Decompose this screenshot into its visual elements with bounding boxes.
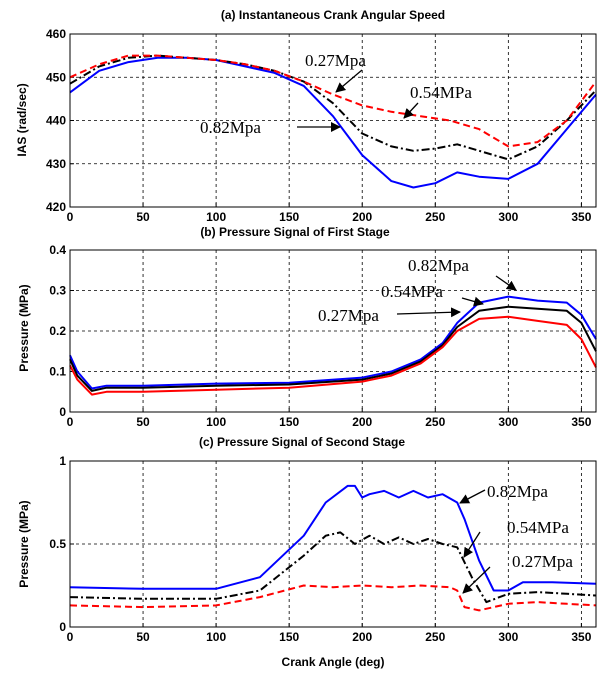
panel-b-ticklabels: 0 50 100 150 200 250 300 350 0 0.1 0.2 0.3 0.4 <box>49 243 591 429</box>
y-tick-label: 0 <box>59 405 66 419</box>
panel-c-annotations: 0.82Mpa 0.54MPa 0.27Mpa <box>459 482 573 594</box>
panel-c-xlabel: Crank Angle (deg) <box>282 655 385 669</box>
series-line-0-54mpa <box>69 54 597 161</box>
annotation-2-82mpa: 0.82Mpa <box>487 482 548 501</box>
panel-c-series <box>69 484 597 612</box>
annotation-1-27mpa-arrow <box>396 307 461 318</box>
series-line-0-54mpa <box>69 305 597 392</box>
panel-c-ylabel: Pressure (MPa) <box>17 500 31 587</box>
y-tick-label: 420 <box>46 200 66 214</box>
annotation-1-54mpa: 0.54MPa <box>381 282 443 301</box>
annotation-0-54mpa: 0.54MPa <box>410 83 472 102</box>
panel-a-title: (a) Instantaneous Crank Angular Speed <box>221 8 445 22</box>
x-tick-label: 0 <box>67 415 74 429</box>
x-tick-label: 200 <box>352 630 372 644</box>
x-tick-label: 250 <box>425 630 445 644</box>
annotation-1-82mpa-arrow <box>495 275 517 291</box>
panel-c-axes-frame <box>69 460 597 628</box>
panel-b-series <box>69 295 597 396</box>
panel-b: (b) Pressure Signal of First Stage Press… <box>17 225 597 429</box>
panel-c-title: (c) Pressure Signal of Second Stage <box>199 435 405 449</box>
y-tick-label: 460 <box>46 27 66 41</box>
x-tick-label: 350 <box>571 210 591 224</box>
series-line-0-27mpa <box>69 54 597 148</box>
y-tick-label: 0 <box>59 620 66 634</box>
x-tick-label: 100 <box>206 210 226 224</box>
x-tick-label: 250 <box>425 210 445 224</box>
y-tick-label: 0.3 <box>49 284 66 298</box>
panel-a: (a) Instantaneous Crank Angular Speed IA… <box>15 8 597 224</box>
series-line-0-54mpa <box>69 531 597 604</box>
panel-a-series <box>69 54 597 189</box>
x-tick-label: 50 <box>136 415 150 429</box>
y-tick-label: 450 <box>46 70 66 84</box>
panel-a-ylabel: IAS (rad/sec) <box>15 83 29 156</box>
series-line-0-27mpa <box>69 315 597 396</box>
y-tick-label: 430 <box>46 157 66 171</box>
panel-a-annotations: 0.27Mpa 0.54MPa 0.82Mpa <box>200 51 472 137</box>
x-tick-label: 250 <box>425 415 445 429</box>
series-line-0-82mpa <box>69 295 597 390</box>
x-tick-label: 150 <box>279 210 299 224</box>
panel-c: (c) Pressure Signal of Second Stage Pres… <box>17 435 597 669</box>
x-tick-label: 350 <box>571 630 591 644</box>
annotation-2-82mpa-arrow <box>459 489 486 504</box>
annotation-2-54mpa-arrow <box>463 531 481 558</box>
y-tick-label: 0.1 <box>49 365 66 379</box>
annotation-2-54mpa: 0.54MPa <box>507 518 569 537</box>
x-tick-label: 300 <box>498 630 518 644</box>
annotation-0-54mpa-arrow <box>403 102 419 119</box>
series-line-0-27mpa <box>69 584 597 612</box>
x-tick-label: 0 <box>67 630 74 644</box>
x-tick-label: 100 <box>206 630 226 644</box>
annotation-1-27mpa: 0.27Mpa <box>318 306 379 325</box>
y-tick-label: 440 <box>46 114 66 128</box>
annotation-2-27mpa: 0.27Mpa <box>512 552 573 571</box>
panel-a-ticklabels: 0 50 100 150 200 250 300 350 420 430 440 450 460 <box>46 27 592 224</box>
x-tick-label: 50 <box>136 630 150 644</box>
x-tick-label: 200 <box>352 210 372 224</box>
x-tick-label: 300 <box>498 415 518 429</box>
x-tick-label: 150 <box>279 415 299 429</box>
annotation-2-27mpa-arrow <box>462 566 491 594</box>
series-line-0-82mpa <box>69 56 597 189</box>
panel-a-axes-frame <box>69 33 597 208</box>
annotation-1-54mpa-arrow <box>461 296 484 307</box>
y-tick-label: 1 <box>59 454 66 468</box>
panel-c-ticklabels: 0 50 100 150 200 250 300 350 0 0.5 1 <box>49 454 591 644</box>
series-line-0-82mpa <box>69 484 597 592</box>
x-tick-label: 300 <box>498 210 518 224</box>
annotation-1-82mpa: 0.82Mpa <box>408 256 469 275</box>
x-tick-label: 0 <box>67 210 74 224</box>
x-tick-label: 200 <box>352 415 372 429</box>
annotation-0-27mpa-arrow <box>335 69 363 93</box>
panel-b-title: (b) Pressure Signal of First Stage <box>200 225 390 239</box>
x-tick-label: 150 <box>279 630 299 644</box>
y-tick-label: 0.2 <box>49 324 66 338</box>
y-tick-label: 0.5 <box>49 537 66 551</box>
panel-b-annotations: 0.82Mpa 0.54MPa 0.27Mpa <box>318 256 517 325</box>
x-tick-label: 100 <box>206 415 226 429</box>
x-tick-label: 50 <box>136 210 150 224</box>
x-tick-label: 350 <box>571 415 591 429</box>
annotation-0-82mpa: 0.82Mpa <box>200 118 261 137</box>
y-tick-label: 0.4 <box>49 243 66 257</box>
annotation-0-27mpa: 0.27Mpa <box>305 51 366 70</box>
panel-b-ylabel: Pressure (MPa) <box>17 284 31 371</box>
panel-b-axes-frame <box>69 249 597 413</box>
